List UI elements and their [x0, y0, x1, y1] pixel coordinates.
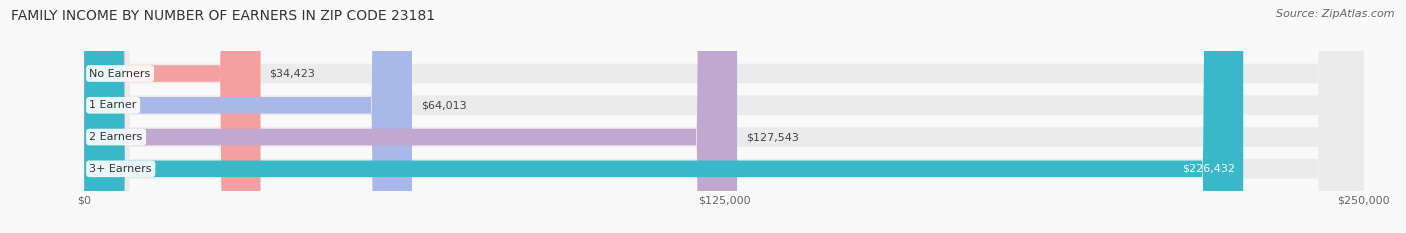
- Text: FAMILY INCOME BY NUMBER OF EARNERS IN ZIP CODE 23181: FAMILY INCOME BY NUMBER OF EARNERS IN ZI…: [11, 9, 436, 23]
- FancyBboxPatch shape: [84, 0, 1364, 233]
- Text: $127,543: $127,543: [747, 132, 799, 142]
- FancyBboxPatch shape: [84, 0, 737, 233]
- Text: $226,432: $226,432: [1182, 164, 1236, 174]
- FancyBboxPatch shape: [84, 0, 1364, 233]
- Text: 2 Earners: 2 Earners: [90, 132, 143, 142]
- Text: 1 Earner: 1 Earner: [90, 100, 136, 110]
- FancyBboxPatch shape: [84, 0, 1364, 233]
- FancyBboxPatch shape: [84, 0, 1364, 233]
- FancyBboxPatch shape: [84, 0, 412, 233]
- FancyBboxPatch shape: [84, 0, 260, 233]
- Text: 3+ Earners: 3+ Earners: [90, 164, 152, 174]
- Text: $34,423: $34,423: [270, 69, 315, 79]
- Text: $64,013: $64,013: [420, 100, 467, 110]
- FancyBboxPatch shape: [84, 0, 1243, 233]
- Text: Source: ZipAtlas.com: Source: ZipAtlas.com: [1277, 9, 1395, 19]
- Text: No Earners: No Earners: [90, 69, 150, 79]
